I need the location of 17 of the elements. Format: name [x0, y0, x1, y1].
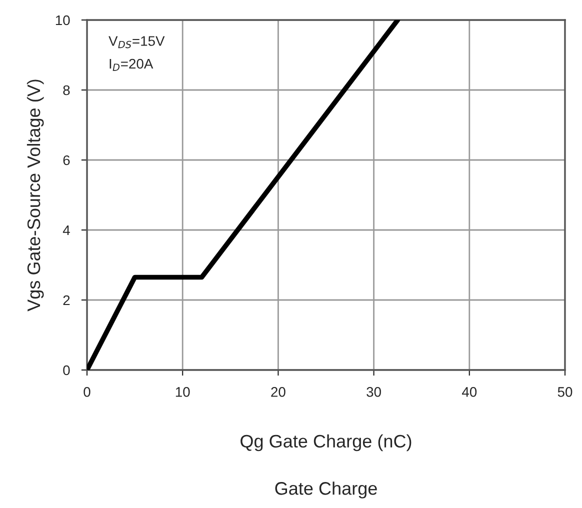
y-tick-label: 10	[56, 15, 70, 26]
x-tick-label: 20	[271, 387, 286, 397]
annotation: I$_{D}$=20A	[110, 58, 154, 71]
x-tick-label: 50	[558, 387, 572, 397]
y-tick-label: 4	[62, 225, 70, 236]
annotation: V$_{DS}$=15V	[108, 36, 165, 48]
text: Gate Charge	[275, 482, 377, 498]
y-tick-label: 2	[63, 295, 70, 306]
y-tick-label: 8	[63, 85, 70, 96]
x-axis-title: Qg Gate Charge (nC)	[240, 434, 412, 452]
x-tick-label: 40	[462, 387, 477, 397]
x-tick-label: 0	[84, 387, 90, 397]
y-tick-label: 0	[63, 365, 70, 376]
x-tick-label: 10	[176, 387, 190, 397]
y-tick-label: 6	[63, 155, 70, 166]
y-axis-title: Vgs Gate-Source Voltage (V)	[26, 80, 44, 312]
x-tick-label: 30	[366, 387, 381, 397]
